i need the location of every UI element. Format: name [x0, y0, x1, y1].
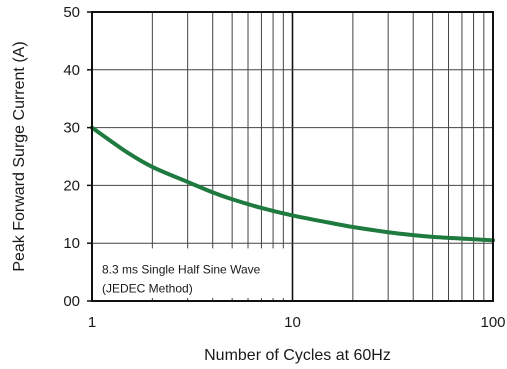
x-tick-label: 100: [480, 314, 505, 331]
y-axis-title: Peak Forward Surge Current (A): [11, 41, 28, 271]
annotation-box: 8.3 ms Single Half Sine Wave (JEDEC Meth…: [96, 248, 286, 298]
plot-frame: [91, 11, 494, 302]
x-axis-title: Number of Cycles at 60Hz: [204, 347, 391, 364]
x-tick-label: 10: [284, 314, 301, 331]
tick-label-layer: 00 10 20 30 40 50 1 10 100: [63, 4, 505, 331]
series-line-0: [90, 125, 495, 243]
grid-layer: [92, 12, 493, 301]
series-layer: [90, 125, 495, 243]
annotation-line-1: 8.3 ms Single Half Sine Wave: [102, 262, 261, 276]
y-tick-label: 00: [63, 293, 80, 310]
x-tick-label: 1: [88, 314, 96, 331]
y-tick-label: 50: [63, 4, 80, 21]
y-tick-label: 10: [63, 235, 80, 252]
annotation-background: [96, 248, 286, 298]
annotation-line-2: (JEDEC Method): [102, 281, 193, 295]
y-tick-label: 30: [63, 120, 80, 137]
y-tick-label: 40: [63, 62, 80, 79]
y-tick-label: 20: [63, 177, 80, 194]
